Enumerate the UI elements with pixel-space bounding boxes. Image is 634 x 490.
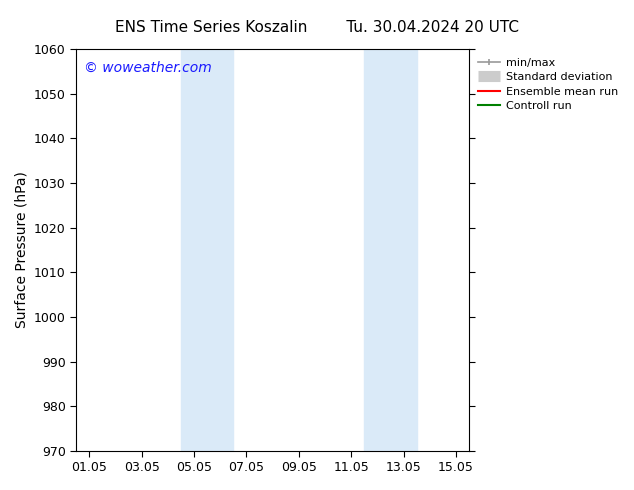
Y-axis label: Surface Pressure (hPa): Surface Pressure (hPa) (14, 172, 29, 328)
Legend: min/max, Standard deviation, Ensemble mean run, Controll run: min/max, Standard deviation, Ensemble me… (475, 54, 621, 115)
Bar (181, 49, 233, 451)
Text: © woweather.com: © woweather.com (84, 61, 212, 75)
Bar (365, 49, 417, 451)
Text: ENS Time Series Koszalin        Tu. 30.04.2024 20 UTC: ENS Time Series Koszalin Tu. 30.04.2024 … (115, 20, 519, 35)
